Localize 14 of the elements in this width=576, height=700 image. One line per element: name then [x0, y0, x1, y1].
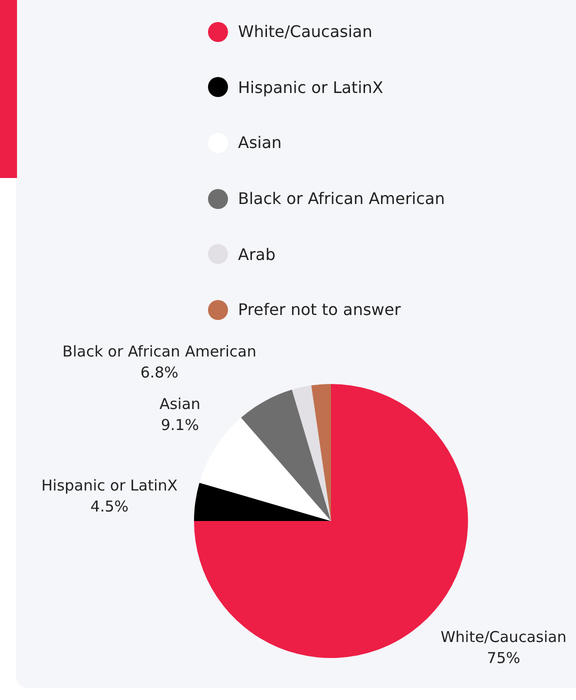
legend-label: Prefer not to answer — [238, 300, 401, 320]
slice-label: Black or African American — [62, 342, 256, 361]
legend-label: Asian — [238, 133, 282, 152]
data-label: 75% — [486, 648, 520, 667]
slice-label: White/Caucasian — [440, 628, 567, 646]
data-label: 6.8% — [140, 364, 178, 382]
legend-label: Arab — [238, 244, 276, 264]
legend-label: Black or African American — [238, 189, 445, 208]
slice-label: Hispanic or LatinX — [41, 476, 178, 495]
data-label: 9.1% — [160, 416, 199, 434]
data-label: 4.5% — [90, 498, 129, 516]
legend-label: White/Caucasian — [238, 22, 372, 42]
slice-label: Asian — [159, 394, 200, 413]
legend-label: Hispanic or LatinX — [238, 78, 384, 97]
